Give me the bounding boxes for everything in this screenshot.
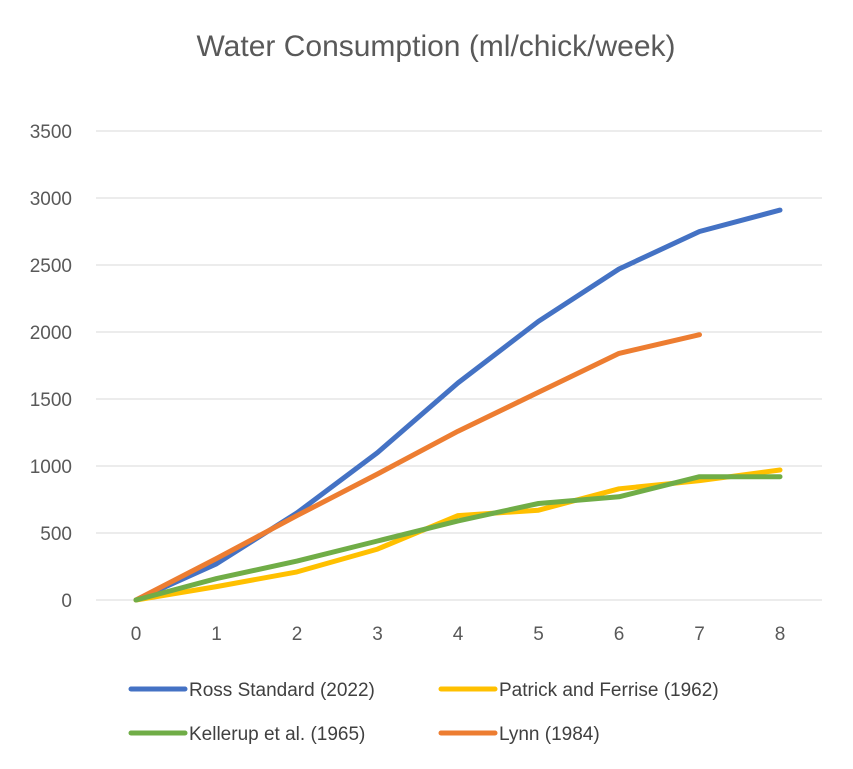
x-tick-label: 6 — [614, 624, 625, 645]
series-line-ross-standard-2022 — [133, 207, 783, 603]
chart-title: Water Consumption (ml/chick/week) — [196, 30, 675, 63]
series-line-patrick-and-ferrise-1962 — [133, 467, 783, 603]
x-tick-label: 3 — [372, 624, 383, 645]
y-tick-label: 0 — [61, 591, 72, 612]
gridlines — [96, 130, 822, 601]
x-tick-label: 1 — [211, 624, 222, 645]
x-tick-label: 2 — [292, 624, 303, 645]
y-tick-label: 2500 — [30, 256, 72, 277]
series-line-kellerup-et-al-1965 — [133, 474, 783, 603]
x-tick-label: 5 — [533, 624, 544, 645]
legend-item: Lynn (1984) — [438, 724, 600, 745]
x-tick-label: 0 — [131, 624, 142, 645]
x-tick-label: 4 — [453, 624, 464, 645]
series-lines — [133, 207, 783, 603]
legend-label: Patrick and Ferrise (1962) — [499, 680, 719, 701]
legend-item: Patrick and Ferrise (1962) — [438, 680, 719, 701]
legend-item: Ross Standard (2022) — [128, 680, 375, 701]
y-axis-tick-labels: 0 500 1000 1500 2000 2500 3000 3500 — [30, 122, 72, 612]
series-line-lynn-1984 — [133, 332, 702, 603]
legend-label: Lynn (1984) — [499, 724, 600, 745]
y-tick-label: 1500 — [30, 390, 72, 411]
y-tick-label: 2000 — [30, 323, 72, 344]
legend-label: Kellerup et al. (1965) — [189, 724, 365, 745]
x-axis-tick-labels: 0 1 2 3 4 5 6 7 8 — [131, 624, 786, 645]
legend-label: Ross Standard (2022) — [189, 680, 375, 701]
y-tick-label: 3500 — [30, 122, 72, 143]
x-tick-label: 8 — [775, 624, 786, 645]
y-tick-label: 500 — [40, 524, 72, 545]
y-tick-label: 1000 — [30, 457, 72, 478]
legend: Ross Standard (2022) Patrick and Ferrise … — [128, 680, 719, 745]
legend-item: Kellerup et al. (1965) — [128, 724, 365, 745]
y-tick-label: 3000 — [30, 189, 72, 210]
x-tick-label: 7 — [694, 624, 705, 645]
